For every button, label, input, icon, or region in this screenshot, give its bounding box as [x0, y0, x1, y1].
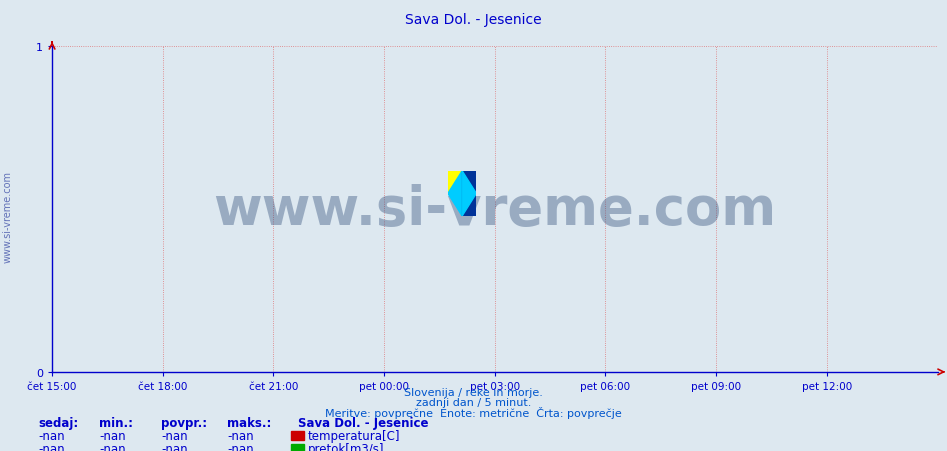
Text: Meritve: povprečne  Enote: metrične  Črta: povprečje: Meritve: povprečne Enote: metrične Črta:…: [325, 406, 622, 418]
Text: min.:: min.:: [99, 417, 134, 429]
Text: -nan: -nan: [227, 429, 254, 442]
Text: povpr.:: povpr.:: [161, 417, 207, 429]
Polygon shape: [448, 171, 462, 216]
Text: -nan: -nan: [161, 429, 188, 442]
Text: -nan: -nan: [99, 429, 126, 442]
Text: pretok[m3/s]: pretok[m3/s]: [308, 442, 384, 451]
Text: www.si-vreme.com: www.si-vreme.com: [213, 184, 777, 236]
Text: Sava Dol. - Jesenice: Sava Dol. - Jesenice: [298, 417, 429, 429]
Polygon shape: [448, 171, 462, 194]
Polygon shape: [462, 171, 476, 216]
Text: Sava Dol. - Jesenice: Sava Dol. - Jesenice: [405, 14, 542, 27]
Text: -nan: -nan: [38, 429, 64, 442]
Text: -nan: -nan: [99, 442, 126, 451]
Text: -nan: -nan: [227, 442, 254, 451]
Text: zadnji dan / 5 minut.: zadnji dan / 5 minut.: [416, 397, 531, 407]
Text: -nan: -nan: [38, 442, 64, 451]
Text: www.si-vreme.com: www.si-vreme.com: [3, 170, 12, 262]
Polygon shape: [462, 171, 476, 216]
Text: sedaj:: sedaj:: [38, 417, 79, 429]
Text: Slovenija / reke in morje.: Slovenija / reke in morje.: [404, 387, 543, 397]
Text: maks.:: maks.:: [227, 417, 272, 429]
Text: temperatura[C]: temperatura[C]: [308, 429, 401, 442]
Text: -nan: -nan: [161, 442, 188, 451]
